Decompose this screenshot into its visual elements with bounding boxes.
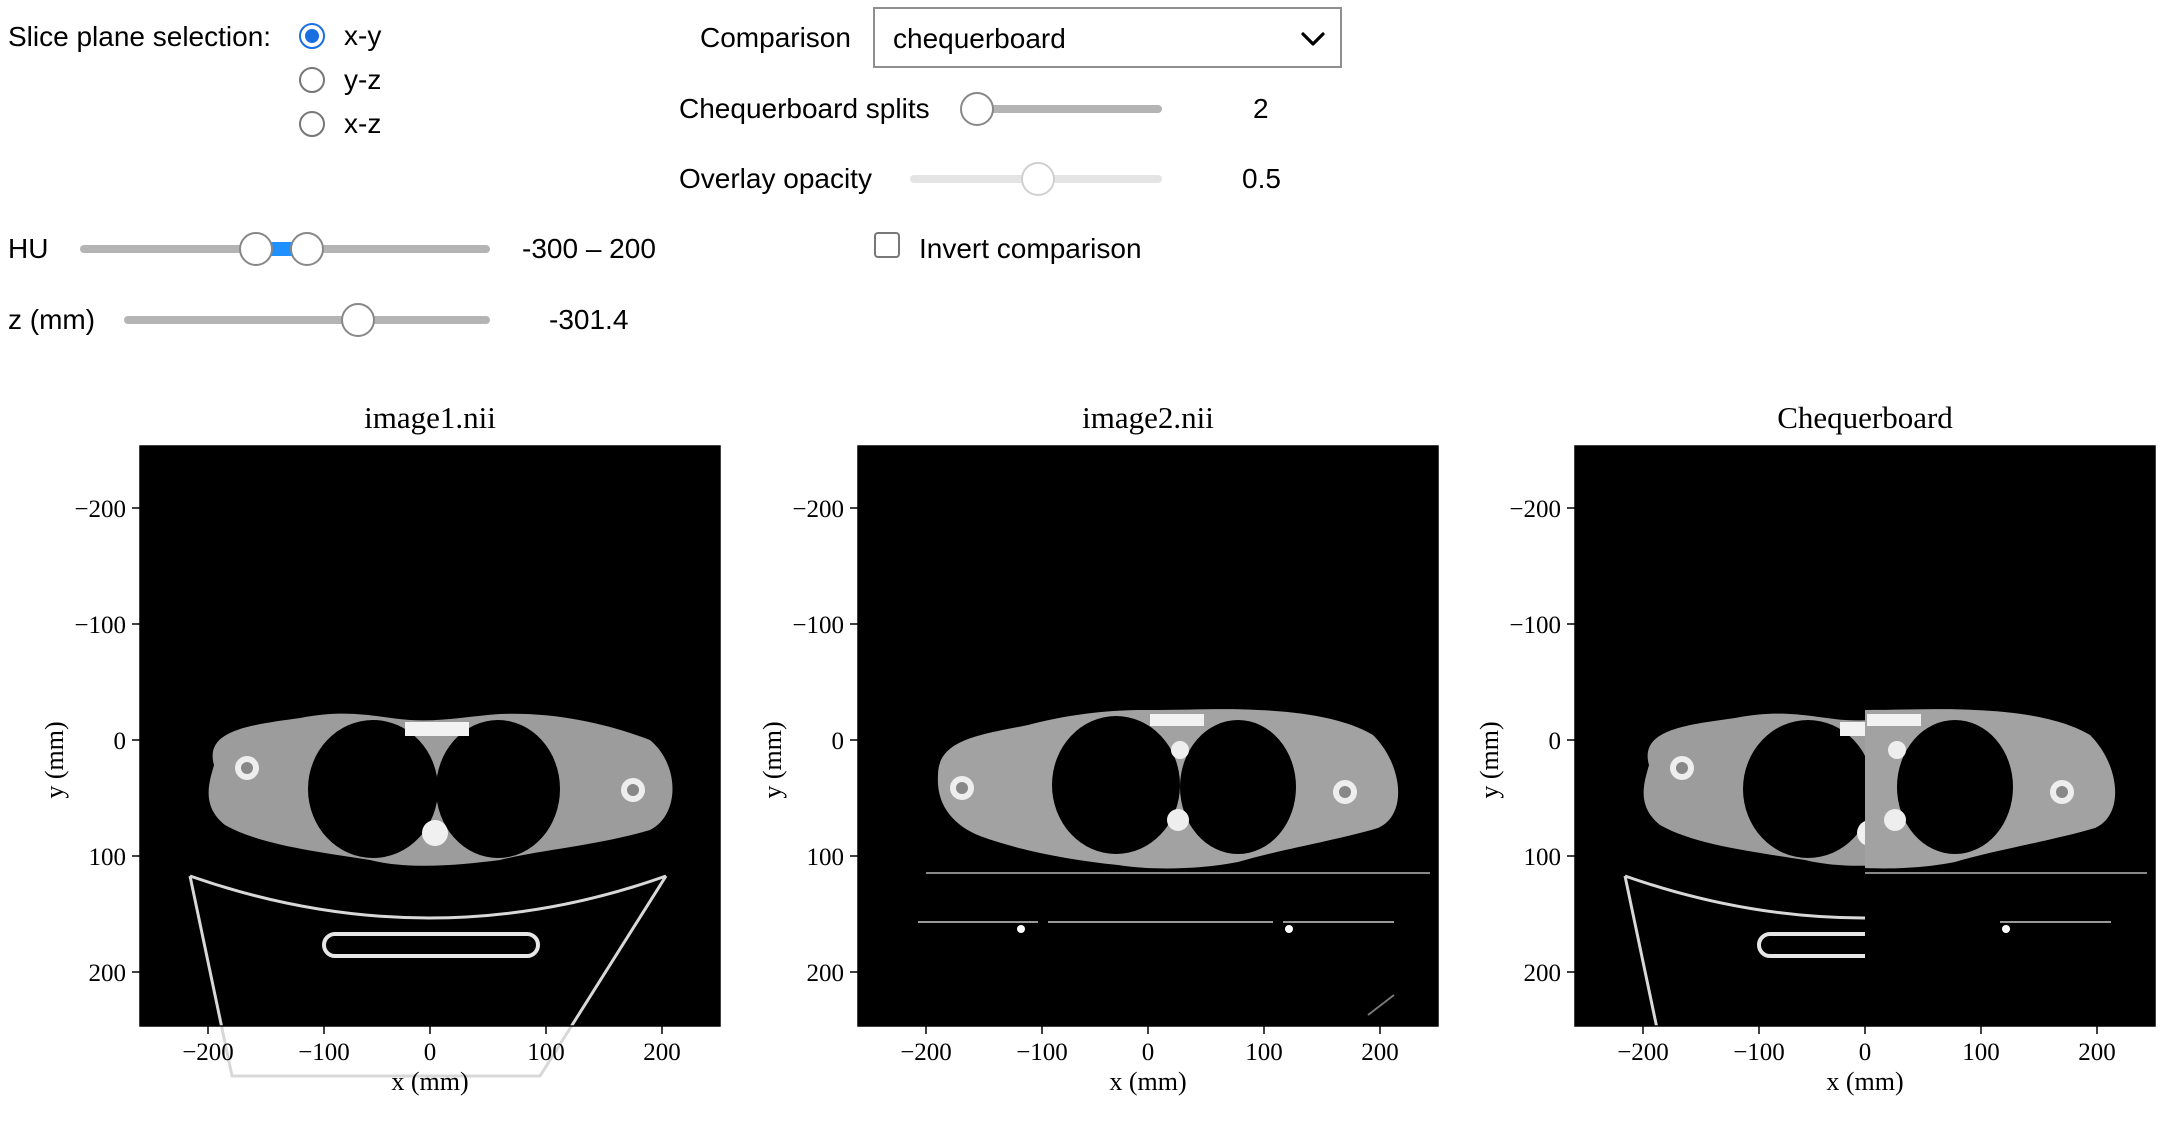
overlay-opacity-label: Overlay opacity xyxy=(679,163,872,194)
y-tick-label: 100 xyxy=(807,844,845,871)
hu-value: -300 – 200 xyxy=(522,233,656,264)
plot-title-chequerboard: Chequerboard xyxy=(1777,400,1953,435)
x-tick-label: −200 xyxy=(1617,1039,1669,1066)
plot-xlabel-image1: x (mm) xyxy=(391,1067,469,1096)
x-tick-label: 200 xyxy=(2078,1039,2116,1066)
plot-title-image1: image1.nii xyxy=(364,400,496,435)
hu-slider-max-handle[interactable] xyxy=(290,232,324,266)
y-tick-label: −200 xyxy=(792,496,844,523)
comparison-selected-value: chequerboard xyxy=(893,23,1066,54)
x-tick-label: 0 xyxy=(424,1039,437,1066)
y-tick-label: 200 xyxy=(1524,960,1562,987)
invert-comparison-option[interactable]: Invert comparison xyxy=(874,232,1194,266)
x-tick-label: 0 xyxy=(1142,1039,1155,1066)
radio-option-x-y[interactable]: x-y xyxy=(299,20,479,57)
x-tick-label: −100 xyxy=(1016,1039,1068,1066)
radio-label-y-z: y-z xyxy=(344,64,382,95)
y-tick-label: −200 xyxy=(1509,496,1561,523)
plot-ylabel-chequerboard: y (mm) xyxy=(1475,721,1504,799)
chequerboard-splits-track[interactable] xyxy=(962,105,1162,113)
z-slider-handle[interactable] xyxy=(341,303,375,337)
hu-slider-min-handle[interactable] xyxy=(239,232,273,266)
y-tick-label: 200 xyxy=(89,960,127,987)
plot-xlabel-chequerboard: x (mm) xyxy=(1826,1067,1904,1096)
x-tick-label: 0 xyxy=(1859,1039,1872,1066)
radio-option-x-z[interactable]: x-z xyxy=(299,108,479,145)
x-tick-label: 100 xyxy=(527,1039,565,1066)
y-tick-label: 0 xyxy=(1549,728,1562,755)
plot-title-image2: image2.nii xyxy=(1082,400,1214,435)
invert-comparison-label: Invert comparison xyxy=(919,233,1142,264)
y-tick-label: 0 xyxy=(832,728,845,755)
z-value: -301.4 xyxy=(549,304,629,335)
radio-x-z[interactable] xyxy=(299,111,325,137)
z-label: z (mm) xyxy=(8,304,96,335)
x-tick-label: 200 xyxy=(643,1039,681,1066)
y-tick-label: −100 xyxy=(792,612,844,639)
chequerboard-splits-handle[interactable] xyxy=(960,92,994,126)
y-tick-label: −100 xyxy=(74,612,126,639)
plot-ylabel-image2: y (mm) xyxy=(758,721,787,799)
chequerboard-splits-value: 2 xyxy=(1253,93,1269,124)
ct-chequerboard xyxy=(1575,446,2155,1026)
x-tick-label: 100 xyxy=(1245,1039,1283,1066)
radio-x-y[interactable] xyxy=(299,23,325,49)
comparison-select[interactable]: chequerboard xyxy=(873,7,1342,68)
comparison-label: Comparison xyxy=(700,22,851,53)
radio-label-x-y: x-y xyxy=(344,20,382,51)
overlay-opacity-handle[interactable] xyxy=(1021,162,1055,196)
x-tick-label: −200 xyxy=(182,1039,234,1066)
x-tick-label: 200 xyxy=(1361,1039,1399,1066)
y-tick-label: 0 xyxy=(114,728,127,755)
y-tick-label: −100 xyxy=(1509,612,1561,639)
x-tick-label: −100 xyxy=(1733,1039,1785,1066)
plot-chequerboard: −200 −100 0 100 200 −200 −100 0 100 200 xyxy=(1509,445,2156,1066)
hu-label: HU xyxy=(8,233,49,264)
plot-ylabel-image1: y (mm) xyxy=(40,721,69,799)
y-tick-label: 100 xyxy=(1524,844,1562,871)
invert-comparison-checkbox[interactable] xyxy=(874,232,900,258)
ct-image-1 xyxy=(140,446,720,1078)
plot-xlabel-image2: x (mm) xyxy=(1109,1067,1187,1096)
z-slider-track[interactable] xyxy=(124,316,490,324)
y-tick-label: −200 xyxy=(74,496,126,523)
y-tick-label: 200 xyxy=(807,960,845,987)
radio-option-y-z[interactable]: y-z xyxy=(299,64,479,101)
y-tick-label: 100 xyxy=(89,844,127,871)
plot-image2: −200 −100 0 100 200 −200 −100 0 100 200 xyxy=(792,445,1439,1066)
ct-image-2 xyxy=(858,446,1438,1026)
x-tick-label: −200 xyxy=(900,1039,952,1066)
overlay-opacity-value: 0.5 xyxy=(1242,163,1281,194)
x-tick-label: −100 xyxy=(298,1039,350,1066)
radio-y-z[interactable] xyxy=(299,67,325,93)
radio-label-x-z: x-z xyxy=(344,108,382,139)
plot-image1: −200 −100 0 100 200 −200 −100 0 100 200 xyxy=(74,445,721,1078)
slice-plane-label: Slice plane selection: xyxy=(8,21,272,52)
chequerboard-splits-label: Chequerboard splits xyxy=(679,93,930,124)
x-tick-label: 100 xyxy=(1962,1039,2000,1066)
chevron-down-icon xyxy=(1301,32,1325,46)
